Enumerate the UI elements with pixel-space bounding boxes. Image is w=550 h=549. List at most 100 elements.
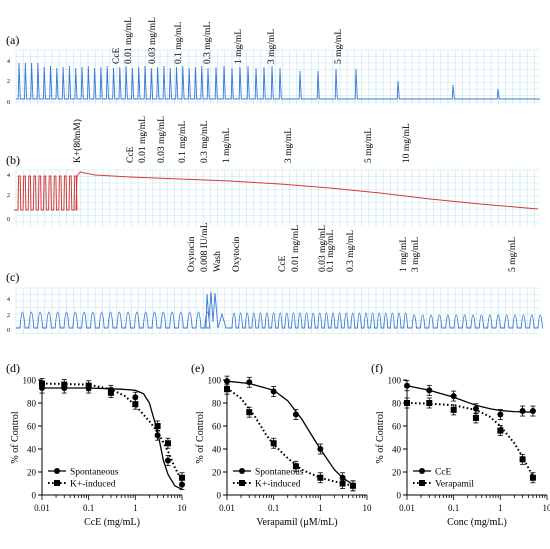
chart-panel-0: (d) 0 20 40 60 80 100 0.01 0.1 1 10 CcE (mg/mL) % of… — [6, 362, 187, 528]
series-1 — [224, 383, 356, 492]
dose-label: CcE — [112, 47, 122, 64]
dose-label: 1 mg/mL — [234, 28, 244, 64]
dose-label: 3 mg/mL — [267, 28, 277, 64]
data-point — [270, 440, 277, 447]
data-point — [472, 414, 479, 421]
dose-label: 0.008 IU/mL — [200, 222, 210, 272]
dose-label: CcE — [278, 255, 288, 272]
dose-label: 0.1 mg/mL — [174, 21, 184, 64]
data-point — [426, 387, 433, 394]
chart-panel-2: (f) 0 20 40 60 80 100 0.01 0.1 1 10 Conc (mg/mL) % o… — [371, 362, 550, 528]
data-point — [519, 456, 526, 463]
trace-recording-a: 4 2 0 — [7, 49, 540, 106]
y-tick-label: 100 — [388, 376, 402, 386]
legend-label: K+-induced — [70, 480, 116, 490]
y-tick-label: 100 — [208, 376, 222, 386]
trace-line — [14, 171, 539, 211]
dose-label: 0.03 mg/mL — [148, 17, 158, 64]
trace-ytick: 0 — [7, 217, 10, 223]
y-tick-label: 40 — [27, 445, 37, 455]
y-tick-label: 80 — [212, 399, 222, 409]
y-tick-label: 0 — [217, 491, 222, 501]
trace-ytick: 2 — [7, 313, 10, 319]
y-axis-label: % of Control — [375, 411, 386, 463]
trace-line — [16, 291, 543, 329]
legend-swatch-marker — [239, 480, 245, 486]
y-tick-label: 20 — [392, 468, 402, 478]
x-tick-label: 10 — [178, 503, 188, 513]
dose-label: 0.3 mg/mL — [203, 21, 213, 64]
data-point — [292, 411, 299, 418]
dose-label: 0.3 mg/mL — [346, 229, 356, 272]
dose-label: 3 mg/mL — [411, 236, 421, 272]
data-point — [107, 389, 114, 396]
x-tick-label: 0.1 — [83, 503, 94, 513]
y-tick-label: 0 — [397, 491, 402, 501]
data-point — [450, 406, 457, 413]
data-point — [132, 401, 139, 408]
legend-swatch-marker — [419, 468, 425, 474]
y-tick-label: 40 — [212, 445, 222, 455]
series-fit-line — [41, 382, 183, 482]
dose-label: 5 mg/mL — [364, 127, 374, 163]
dose-label: 0.03 mg/mL — [157, 116, 167, 163]
data-point — [39, 380, 45, 387]
data-point — [164, 457, 171, 464]
data-point — [349, 482, 356, 489]
dose-label: K+(80mM) — [73, 119, 83, 163]
trace-grid — [15, 287, 540, 334]
dose-label: 0.1 mg/mL — [178, 120, 188, 163]
dose-label: 0.01 mg/mL — [124, 17, 134, 64]
data-point — [529, 408, 536, 415]
data-point — [339, 474, 346, 481]
dose-label: 1 mg/mL — [399, 236, 409, 272]
legend-label: Verapamil — [435, 480, 474, 490]
chart-panel-1: (e) 0 20 40 60 80 100 0.01 0.1 1 10 Verapamil (μM/m… — [191, 362, 372, 528]
dose-label: 5 mg/mL — [508, 236, 518, 272]
trace-ytick: 2 — [7, 193, 10, 199]
legend-label: CcE — [435, 468, 452, 478]
series-fit-line — [406, 385, 534, 413]
trace-ytick: 4 — [7, 297, 10, 303]
trace-recording-b: 4 2 0 — [7, 169, 540, 226]
x-tick-label: 0.01 — [34, 503, 50, 513]
dose-response-charts: (d) 0 20 40 60 80 100 0.01 0.1 1 10 CcE (mg/mL) % of… — [6, 362, 550, 528]
y-axis-label: % of Control — [10, 411, 21, 463]
y-tick-label: 20 — [27, 468, 37, 478]
dose-label: 0.01 mg/mL — [138, 116, 148, 163]
y-tick-label: 0 — [32, 491, 37, 501]
data-point — [179, 474, 185, 481]
dose-label: Oxytocin — [232, 236, 242, 272]
trace-ytick: 0 — [7, 328, 10, 334]
y-tick-label: 100 — [23, 376, 37, 386]
series-fit-line — [226, 380, 354, 486]
data-point — [497, 411, 504, 418]
y-tick-label: 60 — [392, 422, 402, 432]
x-tick-label: 0.1 — [448, 503, 459, 513]
x-tick-label: 1 — [318, 503, 323, 513]
data-point — [404, 400, 410, 406]
dose-label: 1 mg/mL — [222, 127, 232, 163]
trace-ytick: 4 — [7, 59, 10, 65]
legend-swatch-marker — [239, 468, 245, 474]
panel-letter-b: (b) — [6, 153, 20, 167]
y-tick-label: 40 — [392, 445, 402, 455]
y-axis-label: % of Control — [195, 411, 206, 463]
legend-swatch-marker — [54, 480, 60, 486]
x-axis-label: CcE (mg/mL) — [84, 517, 140, 528]
dose-label: Oxytocin — [187, 236, 197, 272]
series-0 — [404, 380, 536, 420]
series-fit-line — [406, 402, 534, 478]
chart-panel-letter: (d) — [6, 362, 20, 375]
data-point — [270, 388, 277, 395]
data-point — [246, 409, 253, 416]
y-tick-label: 20 — [212, 468, 222, 478]
legend-label: K+-induced — [255, 480, 301, 490]
y-tick-label: 60 — [27, 422, 37, 432]
data-point — [61, 381, 68, 388]
dose-label: 0.1 mg/mL — [326, 229, 336, 272]
series-1 — [39, 378, 185, 484]
data-point — [529, 474, 536, 481]
dose-label: 10 mg/mL — [402, 123, 412, 163]
